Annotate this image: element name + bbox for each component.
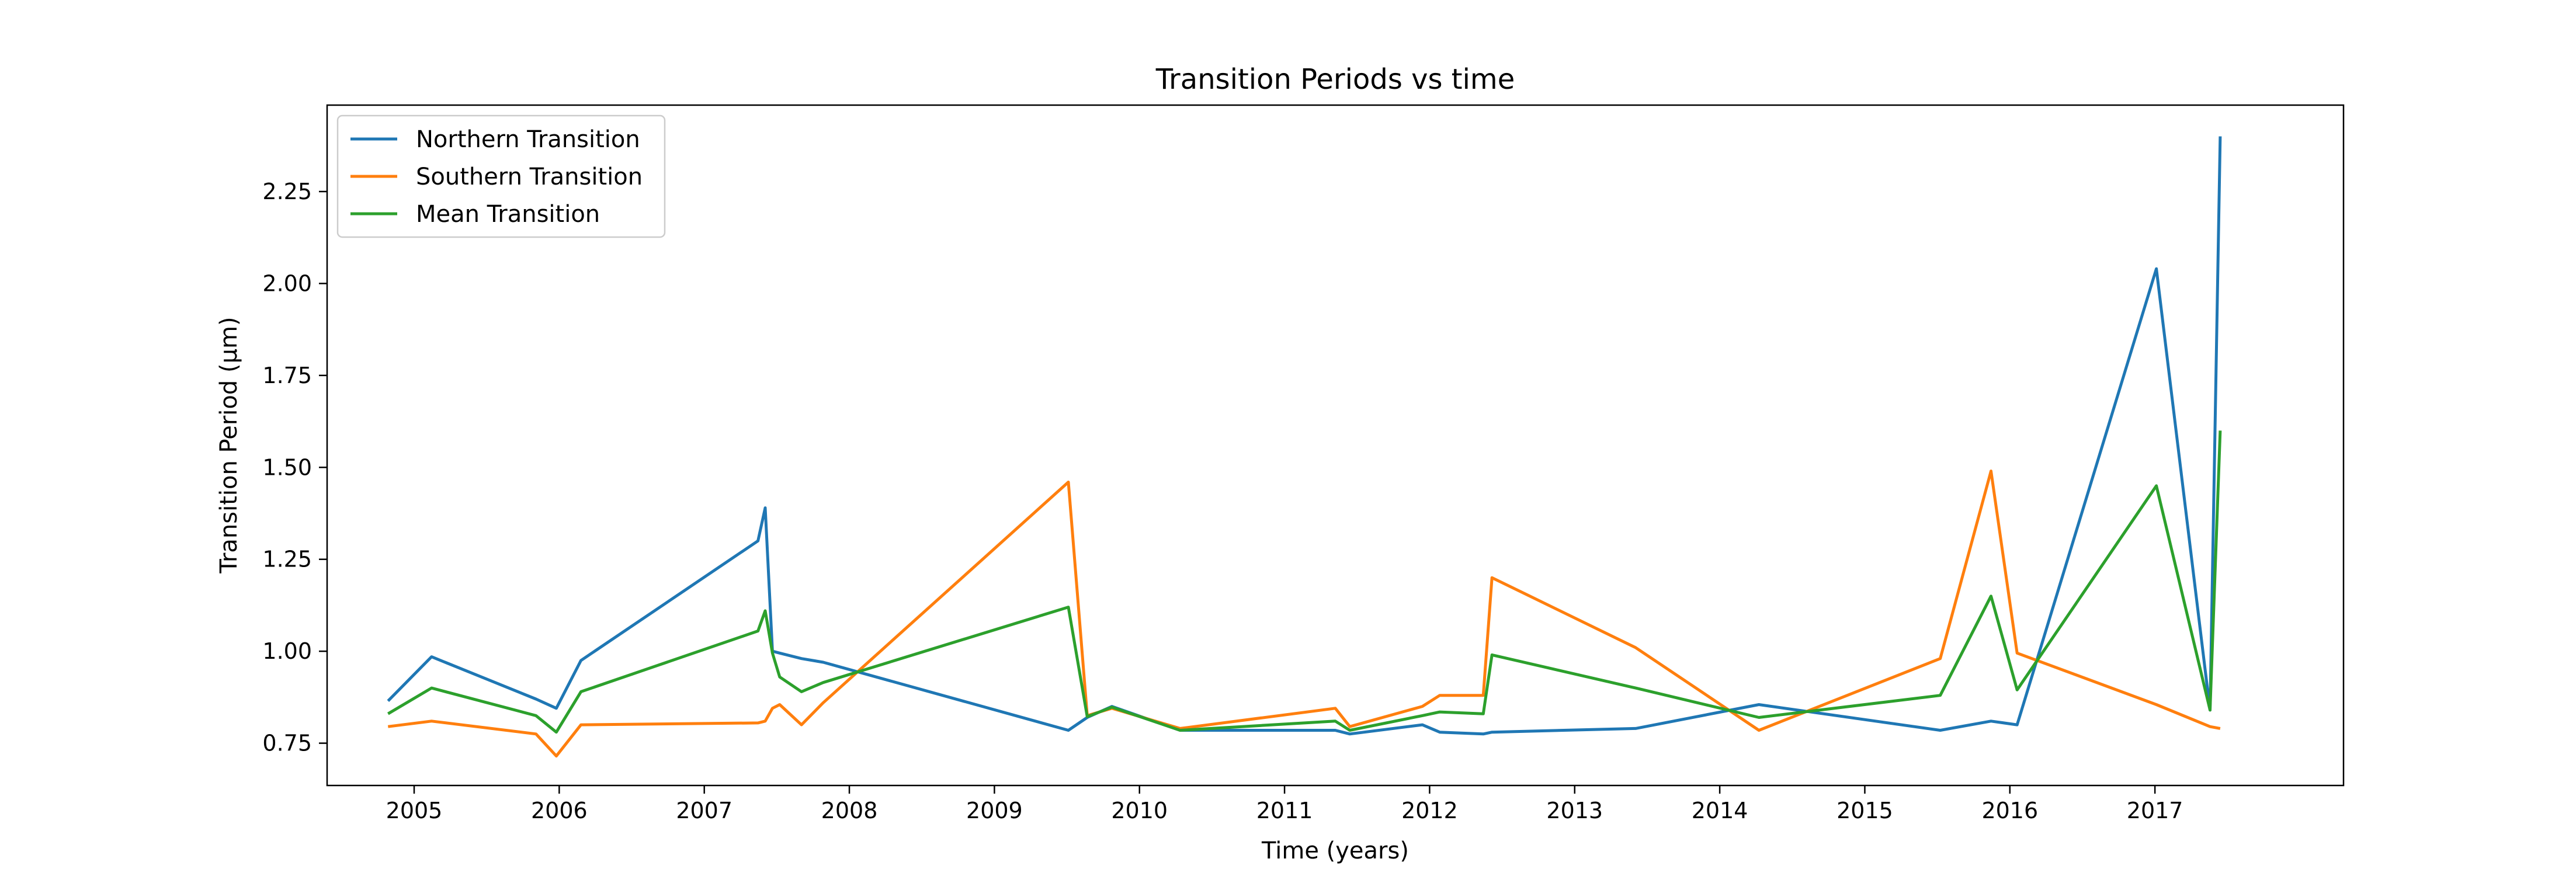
chart-title: Transition Periods vs time <box>1155 63 1515 96</box>
plot-lines <box>387 136 2222 758</box>
x-axis-label: Time (years) <box>1261 837 1409 864</box>
y-tick-label: 1.75 <box>262 363 312 388</box>
x-tick-label: 2012 <box>1401 798 1458 823</box>
plot-frame <box>326 104 2345 787</box>
x-tick-label: 2007 <box>676 798 732 823</box>
x-tick-label: 2011 <box>1256 798 1313 823</box>
x-axis: 2005 2006 2007 2008 2009 2010 2011 2012 2013 2014… <box>386 785 2183 823</box>
x-tick-label: 2017 <box>2127 798 2183 823</box>
y-tick-label: 1.50 <box>262 454 312 480</box>
legend-label-0: Northern Transition <box>416 126 640 153</box>
y-tick-label: 0.75 <box>262 731 312 756</box>
y-tick-label: 2.25 <box>262 179 312 204</box>
y-axis-label: Transition Period (µm) <box>216 317 242 573</box>
x-tick-label: 2010 <box>1111 798 1168 823</box>
x-tick-label: 2013 <box>1546 798 1603 823</box>
series-line-2 <box>387 430 2222 734</box>
x-tick-label: 2014 <box>1692 798 1748 823</box>
legend-label-2: Mean Transition <box>416 201 600 228</box>
series-line-1 <box>387 470 2221 758</box>
legend-box <box>336 114 666 238</box>
y-tick-label: 1.25 <box>262 547 312 572</box>
y-axis: 0.75 1.00 1.25 1.50 1.75 2.00 2.25 <box>262 179 327 756</box>
x-tick-label: 2008 <box>821 798 878 823</box>
x-tick-label: 2009 <box>966 798 1023 823</box>
y-tick-label: 1.00 <box>262 638 312 664</box>
legend-label-1: Southern Transition <box>416 164 643 190</box>
x-tick-label: 2005 <box>386 798 443 823</box>
y-tick-label: 2.00 <box>262 270 312 296</box>
x-tick-label: 2006 <box>531 798 588 823</box>
legend: Northern Transition Southern Transition Me… <box>336 114 666 238</box>
x-tick-label: 2016 <box>1981 798 2038 823</box>
x-tick-label: 2015 <box>1836 798 1893 823</box>
